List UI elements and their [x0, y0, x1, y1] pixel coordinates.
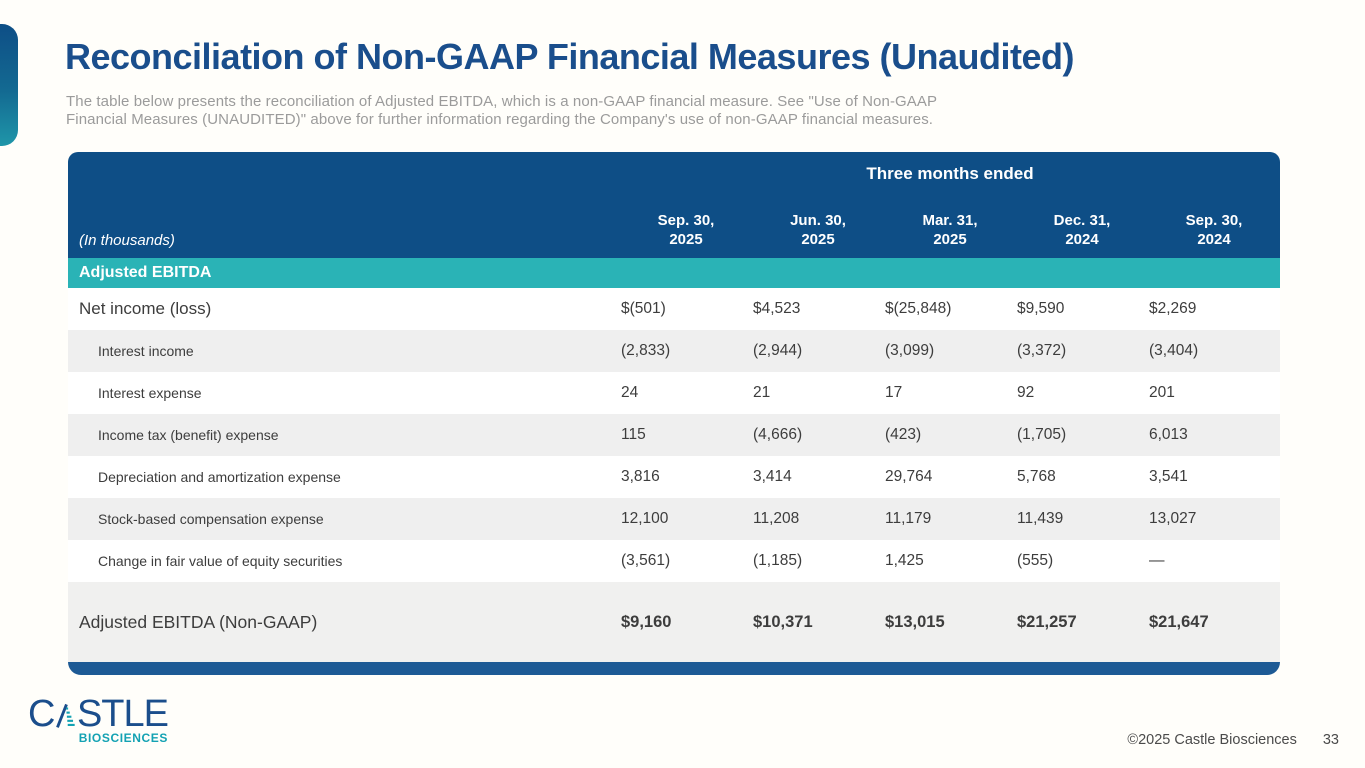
table-row: Depreciation and amortization expense 3,…	[68, 456, 1280, 498]
cell-value: (423)	[885, 426, 922, 443]
left-accent-shape	[0, 24, 18, 146]
total-cell-value: $9,160	[621, 612, 672, 631]
logo-text-stle: STLE	[76, 693, 169, 735]
cell-value: 201	[1149, 384, 1175, 401]
cell-value: (1,705)	[1017, 426, 1067, 443]
total-row: Adjusted EBITDA (Non-GAAP) $9,160 $10,37…	[68, 582, 1280, 662]
cell-value: 5,768	[1017, 468, 1056, 485]
cell-value: 21	[753, 384, 771, 401]
row-label: Interest expense	[98, 385, 202, 401]
total-cell-value: $21,257	[1017, 612, 1077, 631]
subtitle-line-1: The table below presents the reconciliat…	[66, 93, 938, 110]
column-header: Sep. 30, 2025	[620, 211, 752, 249]
logo-subtext: BIOSCIENCES	[78, 731, 168, 745]
cell-value: 17	[885, 384, 903, 401]
logo-wordmark: C STLE	[28, 693, 169, 735]
cell-value: 3,541	[1149, 468, 1188, 485]
table-bottom-bar	[68, 662, 1280, 675]
cell-value: 92	[1017, 384, 1035, 401]
cell-value: 11,439	[1017, 510, 1064, 527]
reconciliation-table: Three months ended (In thousands) Sep. 3…	[68, 152, 1280, 675]
cell-value: 12,100	[621, 510, 669, 527]
table-row: Interest expense 24 21 17 92 201	[68, 372, 1280, 414]
table-row: Net income (loss) $(501) $4,523 $(25,848…	[68, 288, 1280, 330]
cell-value: $(501)	[621, 300, 666, 317]
column-header-row: (In thousands) Sep. 30, 2025 Jun. 30, 20…	[68, 196, 1280, 258]
cell-value: 115	[621, 426, 646, 443]
cell-value: 6,013	[1149, 426, 1188, 443]
column-header-line1: Jun. 30,	[790, 212, 846, 229]
row-label: Interest income	[98, 343, 194, 359]
group-header-spacer	[68, 164, 620, 196]
column-header-line2: 2025	[933, 231, 967, 248]
cell-value: (3,372)	[1017, 342, 1067, 359]
cell-value: $4,523	[753, 300, 801, 317]
cell-value: 3,414	[753, 468, 792, 485]
column-header-line2: 2024	[1065, 231, 1099, 248]
table-row: Change in fair value of equity securitie…	[68, 540, 1280, 582]
column-header-line1: Dec. 31,	[1053, 212, 1111, 229]
logo-dna-a-icon	[56, 703, 76, 728]
row-label: Depreciation and amortization expense	[98, 469, 341, 485]
cell-value: $2,269	[1149, 300, 1197, 317]
units-label: (In thousands)	[79, 232, 175, 249]
column-header-line2: 2024	[1197, 231, 1231, 248]
cell-value: (3,099)	[885, 342, 935, 359]
cell-value: 29,764	[885, 468, 933, 485]
cell-value: 1,425	[885, 552, 924, 569]
row-label: Change in fair value of equity securitie…	[98, 553, 343, 569]
cell-value: —	[1149, 552, 1165, 569]
cell-value: 11,179	[885, 510, 932, 527]
column-header: Sep. 30, 2024	[1148, 211, 1280, 249]
column-header-line1: Sep. 30,	[657, 212, 715, 229]
table-row: Interest income (2,833) (2,944) (3,099) …	[68, 330, 1280, 372]
cell-value: (2,944)	[753, 342, 803, 359]
cell-value: (3,561)	[621, 552, 671, 569]
cell-value: (555)	[1017, 552, 1054, 569]
section-header-band: Adjusted EBITDA	[68, 258, 1280, 288]
column-header: Dec. 31, 2024	[1016, 211, 1148, 249]
total-row-label: Adjusted EBITDA (Non-GAAP)	[79, 611, 318, 632]
total-cell-value: $13,015	[885, 612, 945, 631]
column-header: Jun. 30, 2025	[752, 211, 884, 249]
cell-value: (1,185)	[753, 552, 803, 569]
castle-logo: C STLE BIOSCIENCES	[28, 693, 169, 745]
page-number: 33	[1322, 732, 1339, 748]
row-label: Net income (loss)	[79, 299, 212, 318]
page-subtitle: The table below presents the reconciliat…	[66, 93, 937, 129]
cell-value: 24	[621, 384, 639, 401]
subtitle-line-2: Financial Measures (UNAUDITED)" above fo…	[66, 111, 934, 128]
column-header: Mar. 31, 2025	[884, 211, 1016, 249]
footer-right: ©2025 Castle Biosciences 33	[1127, 732, 1339, 748]
total-cell-value: $21,647	[1149, 612, 1209, 631]
cell-value: (2,833)	[621, 342, 671, 359]
column-header-line1: Sep. 30,	[1185, 212, 1243, 229]
logo-text-c: C	[28, 693, 55, 735]
table-row: Stock-based compensation expense 12,100 …	[68, 498, 1280, 540]
row-label: Income tax (benefit) expense	[98, 427, 279, 443]
table-header: Three months ended (In thousands) Sep. 3…	[68, 152, 1280, 258]
cell-value: (3,404)	[1149, 342, 1199, 359]
column-header-line2: 2025	[669, 231, 703, 248]
total-cell-value: $10,371	[753, 612, 813, 631]
cell-value: $(25,848)	[885, 300, 952, 317]
cell-value: 3,816	[621, 468, 660, 485]
copyright-text: ©2025 Castle Biosciences	[1127, 732, 1297, 748]
group-header-row: Three months ended	[68, 164, 1280, 196]
page-title: Reconciliation of Non-GAAP Financial Mea…	[65, 36, 1074, 77]
cell-value: $9,590	[1017, 300, 1065, 317]
group-header-label: Three months ended	[866, 164, 1034, 183]
cell-value: 11,208	[753, 510, 800, 527]
table-row: Income tax (benefit) expense 115 (4,666)…	[68, 414, 1280, 456]
column-header-line1: Mar. 31,	[922, 212, 978, 229]
row-label: Stock-based compensation expense	[98, 511, 324, 527]
column-header-line2: 2025	[801, 231, 835, 248]
cell-value: (4,666)	[753, 426, 803, 443]
cell-value: 13,027	[1149, 510, 1197, 527]
